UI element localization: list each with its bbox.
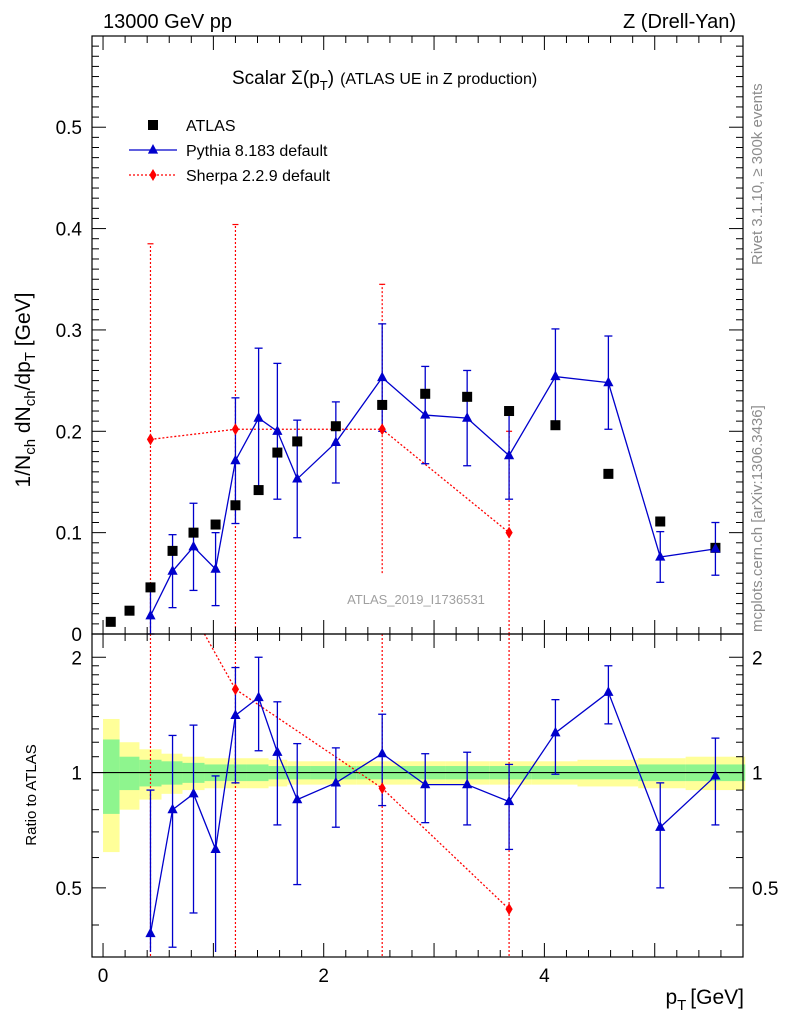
pythia-ratio-point [167, 803, 178, 814]
sherpa-ratio-point [231, 683, 240, 696]
atlas-point [124, 605, 135, 616]
pythia-point [210, 563, 221, 573]
ratio-y-tick-label: 2 [71, 648, 82, 669]
atlas-point [292, 436, 303, 447]
pythia-ratio-point [462, 778, 473, 789]
pythia-ratio-point [253, 691, 264, 702]
pythia-ratio-point [603, 686, 614, 696]
sherpa-point [505, 526, 513, 539]
x-axis-label: pT [GeV] [665, 986, 744, 1014]
pythia-point [292, 472, 303, 483]
sherpa-point [378, 423, 386, 436]
pythia-ratio-point [145, 927, 156, 938]
pythia-point [253, 412, 264, 422]
pythia-ratio-point [550, 726, 561, 737]
y-tick-label: 0.4 [56, 220, 83, 241]
pythia-ratio-point [272, 746, 283, 756]
main-panel [105, 223, 721, 635]
ratio-panel [92, 633, 743, 957]
pythia-point [272, 425, 283, 435]
pythia-point [603, 376, 614, 387]
pythia-ratio-point [230, 709, 241, 720]
pythia-ratio-point [188, 787, 199, 798]
legend-pythia-marker [147, 144, 159, 154]
ratio-band-inner [103, 739, 120, 814]
pythia-ratio-point [292, 793, 303, 804]
atlas-point [230, 500, 241, 511]
atlas-point [272, 447, 283, 458]
ratio-y-tick-label: 0.5 [56, 879, 82, 900]
pythia-ratio-point [377, 747, 388, 758]
y-tick-label: 0.2 [56, 422, 82, 443]
legend-label: Pythia 8.183 default [186, 143, 328, 160]
sherpa-ratio-line [203, 633, 510, 910]
pythia-ratio-point [330, 776, 341, 787]
sherpa-line [150, 428, 510, 534]
axes: 0 2 400.10.20.30.40.50.5 0.51 12 2 [56, 35, 778, 987]
legend-label: Sherpa 2.2.9 default [186, 168, 331, 185]
atlas-point [167, 545, 178, 556]
pythia-ratio-point [420, 778, 431, 789]
rivet-label: Rivet 3.1.10, ≥ 300k events [749, 83, 766, 265]
pythia-point [145, 609, 156, 620]
ratio-y-axis-label: Ratio to ATLAS [23, 744, 40, 845]
ratio-y-tick-label: 1 [71, 764, 82, 785]
pythia-point [655, 550, 666, 561]
ratio-frame [91, 633, 744, 958]
ratio-y-tick-label-right: 1 [752, 764, 763, 785]
atlas-point [550, 420, 561, 431]
atlas-point [210, 519, 221, 530]
atlas-point [253, 485, 264, 496]
ratio-y-tick-label-right: 2 [752, 648, 763, 669]
atlas-point [504, 406, 515, 417]
y-tick-label: 0.3 [56, 321, 82, 342]
atlas-point [145, 582, 156, 593]
pythia-point [167, 565, 178, 575]
y-tick-label: 0 [71, 625, 82, 646]
atlas-point [188, 527, 199, 538]
header-left: 13000 GeV pp [103, 11, 232, 33]
pythia-point [230, 454, 241, 465]
atlas-point [655, 516, 666, 527]
pythia-point [377, 371, 388, 382]
legend-atlas-marker [148, 120, 158, 130]
atlas-point [462, 391, 473, 402]
sherpa-ratio-point [505, 903, 513, 916]
x-tick-label: 0 [98, 966, 109, 987]
header-right: Z (Drell-Yan) [623, 11, 736, 33]
pythia-ratio-point [655, 821, 666, 831]
ratio-band-inner [119, 756, 140, 791]
atlas-point [377, 399, 388, 410]
legend-sherpa-marker [149, 169, 157, 181]
pythia-point [462, 412, 473, 422]
sherpa-point [231, 423, 240, 436]
plot-title: Scalar Σ(pT) (ATLAS UE in Z production) [232, 68, 537, 93]
legend-label: ATLAS [186, 118, 236, 135]
atlas-point [105, 616, 116, 627]
x-tick-label: 2 [318, 966, 329, 987]
pythia-ratio-point [210, 843, 221, 854]
pythia-ratio-point [503, 795, 515, 806]
analysis-watermark: ATLAS_2019_I1736531 [347, 592, 485, 607]
atlas-point [603, 468, 614, 479]
mcplots-label: mcplots.cern.ch [arXiv:1306.3436] [749, 405, 766, 632]
sherpa-point [146, 433, 155, 446]
sherpa-ratio-point [378, 782, 386, 795]
pythia-point [420, 409, 431, 419]
atlas-point [330, 421, 341, 432]
y-tick-label: 0.5 [56, 118, 82, 139]
pythia-point [710, 542, 721, 553]
ratio-y-tick-label-right: 0.5 [752, 879, 778, 900]
pythia-ratio-point [710, 769, 721, 780]
pythia-point [550, 370, 561, 381]
x-tick-label: 4 [539, 966, 550, 987]
pythia-point [330, 436, 341, 447]
pythia-point [188, 540, 199, 551]
y-axis-label: 1/Nch dNch/dpT [GeV] [12, 293, 39, 488]
atlas-point [420, 388, 431, 399]
y-tick-label: 0.1 [56, 524, 82, 545]
legend: ATLAS Pythia 8.183 default Sherpa 2.2.9 de… [129, 118, 331, 185]
pythia-point [503, 449, 515, 460]
